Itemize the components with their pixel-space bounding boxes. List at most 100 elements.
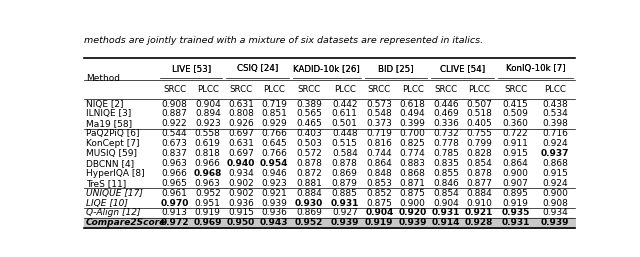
Text: 0.799: 0.799 xyxy=(466,139,492,148)
Text: 0.936: 0.936 xyxy=(261,208,287,217)
Text: 0.884: 0.884 xyxy=(296,189,322,198)
Text: 0.719: 0.719 xyxy=(261,99,287,108)
Text: 0.438: 0.438 xyxy=(542,99,568,108)
Text: 0.645: 0.645 xyxy=(261,139,287,148)
Text: 0.936: 0.936 xyxy=(228,198,254,207)
Text: 0.900: 0.900 xyxy=(542,189,568,198)
Text: 0.722: 0.722 xyxy=(502,129,528,138)
Text: 0.469: 0.469 xyxy=(433,109,459,118)
Text: 0.908: 0.908 xyxy=(162,99,188,108)
Text: 0.972: 0.972 xyxy=(160,218,189,227)
Text: 0.716: 0.716 xyxy=(542,129,568,138)
Text: 0.399: 0.399 xyxy=(399,119,426,128)
Text: 0.920: 0.920 xyxy=(399,208,427,217)
Text: 0.619: 0.619 xyxy=(195,139,221,148)
Text: 0.946: 0.946 xyxy=(261,169,287,178)
Text: Compare2Score: Compare2Score xyxy=(86,218,166,227)
Text: 0.558: 0.558 xyxy=(195,129,221,138)
Text: 0.875: 0.875 xyxy=(399,189,426,198)
Text: 0.924: 0.924 xyxy=(542,139,568,148)
Text: 0.846: 0.846 xyxy=(433,179,459,188)
Text: 0.719: 0.719 xyxy=(367,129,392,138)
Text: 0.732: 0.732 xyxy=(433,129,459,138)
Text: SRCC: SRCC xyxy=(230,85,253,94)
Text: 0.931: 0.931 xyxy=(431,208,460,217)
Text: 0.894: 0.894 xyxy=(195,109,221,118)
Text: 0.952: 0.952 xyxy=(294,218,323,227)
Bar xyxy=(84,218,575,228)
Text: DBCNN [4]: DBCNN [4] xyxy=(86,159,134,168)
Text: 0.904: 0.904 xyxy=(433,198,459,207)
Text: 0.618: 0.618 xyxy=(399,99,426,108)
Text: 0.951: 0.951 xyxy=(195,198,221,207)
Text: 0.373: 0.373 xyxy=(367,119,392,128)
Text: 0.929: 0.929 xyxy=(261,119,287,128)
Text: SRCC: SRCC xyxy=(298,85,321,94)
Text: 0.919: 0.919 xyxy=(502,198,529,207)
Text: KonIQ-10k [7]: KonIQ-10k [7] xyxy=(506,65,565,74)
Text: 0.887: 0.887 xyxy=(162,109,188,118)
Text: 0.700: 0.700 xyxy=(399,129,426,138)
Text: 0.943: 0.943 xyxy=(260,218,289,227)
Text: 0.915: 0.915 xyxy=(228,208,254,217)
Text: 0.910: 0.910 xyxy=(466,198,492,207)
Text: Q-Align [12]: Q-Align [12] xyxy=(86,208,140,217)
Text: 0.884: 0.884 xyxy=(466,189,492,198)
Text: 0.697: 0.697 xyxy=(228,149,254,158)
Text: SRCC: SRCC xyxy=(504,85,527,94)
Text: BID [25]: BID [25] xyxy=(378,65,414,74)
Text: 0.879: 0.879 xyxy=(332,179,358,188)
Text: 0.965: 0.965 xyxy=(162,179,188,188)
Text: PLCC: PLCC xyxy=(263,85,285,94)
Text: 0.851: 0.851 xyxy=(261,109,287,118)
Text: 0.931: 0.931 xyxy=(331,198,359,207)
Text: LIVE [53]: LIVE [53] xyxy=(172,65,211,74)
Text: Ma19 [58]: Ma19 [58] xyxy=(86,119,132,128)
Text: 0.853: 0.853 xyxy=(367,179,392,188)
Text: 0.774: 0.774 xyxy=(400,149,426,158)
Text: 0.968: 0.968 xyxy=(194,169,222,178)
Text: 0.415: 0.415 xyxy=(502,99,529,108)
Text: 0.848: 0.848 xyxy=(367,169,392,178)
Text: 0.744: 0.744 xyxy=(367,149,392,158)
Text: 0.871: 0.871 xyxy=(399,179,426,188)
Text: 0.914: 0.914 xyxy=(431,218,460,227)
Text: LIVE [53]: LIVE [53] xyxy=(172,65,211,74)
Text: 0.928: 0.928 xyxy=(465,218,493,227)
Text: MUSIQ [59]: MUSIQ [59] xyxy=(86,149,137,158)
Text: 0.766: 0.766 xyxy=(261,129,287,138)
Text: 0.919: 0.919 xyxy=(195,208,221,217)
Text: 0.954: 0.954 xyxy=(260,159,289,168)
Text: 0.465: 0.465 xyxy=(296,119,322,128)
Text: 0.885: 0.885 xyxy=(332,189,358,198)
Text: 0.573: 0.573 xyxy=(367,99,392,108)
Text: 0.915: 0.915 xyxy=(502,149,529,158)
Text: 0.778: 0.778 xyxy=(433,139,459,148)
Text: CSIQ [24]: CSIQ [24] xyxy=(237,65,278,74)
Text: 0.952: 0.952 xyxy=(195,189,221,198)
Text: 0.931: 0.931 xyxy=(501,218,530,227)
Text: 0.828: 0.828 xyxy=(466,149,492,158)
Text: 0.966: 0.966 xyxy=(162,169,188,178)
Text: 0.389: 0.389 xyxy=(296,99,322,108)
Text: 0.501: 0.501 xyxy=(332,119,358,128)
Text: 0.673: 0.673 xyxy=(162,139,188,148)
Text: SRCC: SRCC xyxy=(163,85,186,94)
Text: 0.904: 0.904 xyxy=(195,99,221,108)
Text: 0.872: 0.872 xyxy=(296,169,322,178)
Text: 0.518: 0.518 xyxy=(466,109,492,118)
Text: KonIQ-10k [7]: KonIQ-10k [7] xyxy=(506,65,565,74)
Text: CLIVE [54]: CLIVE [54] xyxy=(440,65,485,74)
Text: 0.919: 0.919 xyxy=(365,218,394,227)
Text: BID [25]: BID [25] xyxy=(378,65,414,74)
Text: 0.611: 0.611 xyxy=(332,109,358,118)
Text: 0.939: 0.939 xyxy=(330,218,359,227)
Text: 0.950: 0.950 xyxy=(227,218,255,227)
Text: 0.868: 0.868 xyxy=(399,169,426,178)
Text: 0.961: 0.961 xyxy=(162,189,188,198)
Text: 0.923: 0.923 xyxy=(261,179,287,188)
Text: ILNIQE [3]: ILNIQE [3] xyxy=(86,109,131,118)
Text: PLCC: PLCC xyxy=(197,85,219,94)
Text: 0.881: 0.881 xyxy=(296,179,322,188)
Text: PaQ2PiQ [6]: PaQ2PiQ [6] xyxy=(86,129,140,138)
